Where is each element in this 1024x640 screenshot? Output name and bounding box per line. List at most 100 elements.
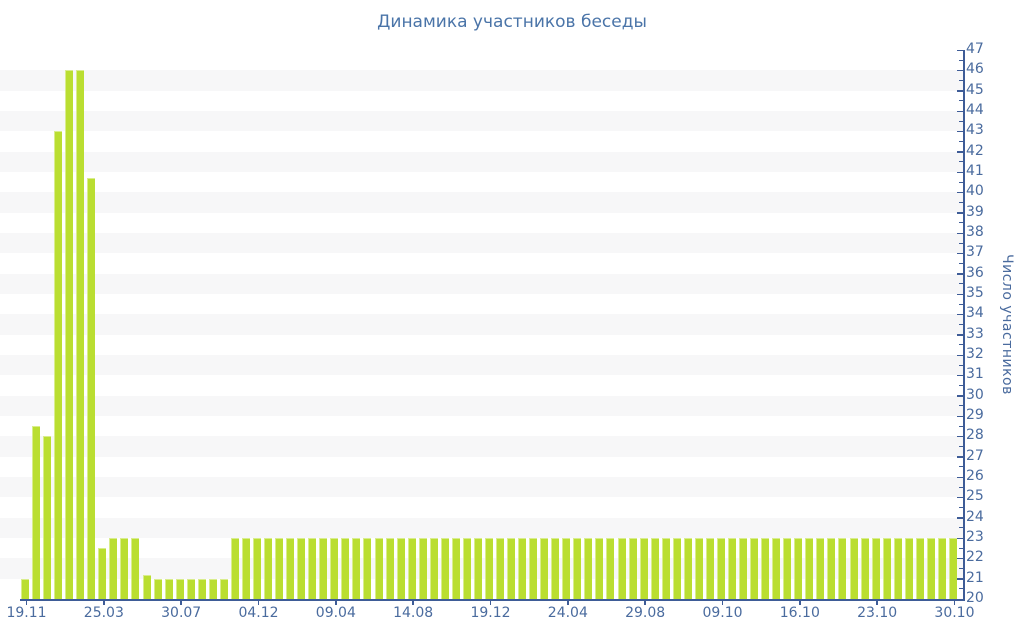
x-tick-label: 19.11 [6,605,47,621]
bar [142,574,151,599]
y-tick-label: 46 [966,61,984,78]
bar [496,538,505,599]
bar [827,538,836,599]
y-tick-label: 31 [966,366,984,383]
bar [672,538,681,599]
y-axis-tick [957,313,963,316]
y-tick-label: 29 [966,407,984,423]
y-axis-tick [957,212,963,214]
x-tick-label: 29.08 [625,605,666,621]
x-tick-label: 09.04 [315,605,356,621]
bar [772,538,781,599]
y-tick-label: 36 [966,264,984,281]
y-axis-line [963,50,965,601]
y-axis-minor-tick [959,344,963,346]
x-axis-tick [257,599,260,605]
x-axis-tick [644,599,646,605]
y-tick-label: 44 [966,102,984,118]
y-axis-minor-tick [959,263,963,264]
y-axis-tick [957,537,963,539]
bar [948,538,957,599]
bar [308,538,317,599]
y-tick-label: 35 [966,285,984,301]
y-tick-label: 24 [966,508,984,525]
y-axis-minor-tick [959,242,963,244]
y-axis-minor-tick [959,568,963,569]
grid-stripe [0,70,963,91]
x-axis-tick [721,599,724,605]
y-axis-tick [957,171,963,173]
x-tick-label: 24.04 [547,605,588,621]
y-axis-tick [957,130,963,133]
bar [794,538,803,599]
y-tick-label: 23 [966,529,984,545]
bar [904,538,913,599]
y-tick-label: 25 [966,488,984,505]
y-axis-tick [957,354,963,356]
y-axis-tick [957,578,963,580]
x-axis-tick [799,599,801,605]
bar [783,538,792,599]
bar [197,578,206,599]
x-tick-label: 23.10 [857,605,898,621]
bar [639,538,648,599]
bar [562,538,571,599]
bar [186,578,195,599]
grid-stripe [0,314,963,335]
bar [805,538,814,599]
y-tick-label: 28 [966,427,984,444]
bar [98,548,107,599]
y-tick-label: 40 [966,183,984,200]
bar [595,538,604,599]
bar [451,538,460,599]
y-axis-minor-tick [959,364,963,366]
bar [175,578,184,599]
bar [120,538,129,599]
bar [407,538,416,599]
bar [319,538,328,599]
y-axis-tick [957,273,963,275]
bar [716,538,725,599]
bar [297,538,306,599]
bar [860,538,869,599]
bar [109,538,118,599]
x-tick-label: 30.10 [934,605,975,621]
bar [606,538,615,599]
y-axis-minor-tick [959,324,963,325]
y-tick-label: 26 [966,468,984,484]
plot-area [0,50,963,599]
grid-stripe [0,151,963,172]
x-tick-label: 19.12 [470,605,511,621]
bar [584,538,593,599]
y-tick-label: 21 [966,569,984,586]
y-axis-tick [957,476,963,478]
y-axis-tick [957,90,963,92]
x-axis-tick [25,599,28,605]
y-axis-minor-tick [959,446,963,447]
bar [153,578,162,599]
x-axis-tick [876,599,878,605]
y-axis-minor-tick [959,588,963,590]
y-axis-tick [957,69,963,72]
bar [617,538,626,599]
bar [838,538,847,599]
bar [230,538,239,599]
bar [241,538,250,599]
grid-stripe [0,355,963,376]
y-axis-minor-tick [959,222,963,224]
y-tick-label: 20 [966,590,984,606]
x-axis-tick [180,599,182,605]
x-tick-label: 14.08 [393,605,434,621]
x-tick-label: 25.03 [83,605,124,621]
x-tick-label: 30.07 [161,605,202,621]
y-axis-minor-tick [959,486,963,488]
y-axis-minor-tick [959,425,963,427]
bar [385,538,394,599]
bar [275,538,284,599]
chart-title: Динамика участников беседы [377,12,647,32]
bar [65,70,74,599]
y-axis-tick [957,232,963,234]
bar [208,578,217,599]
y-axis-tick [957,49,963,51]
